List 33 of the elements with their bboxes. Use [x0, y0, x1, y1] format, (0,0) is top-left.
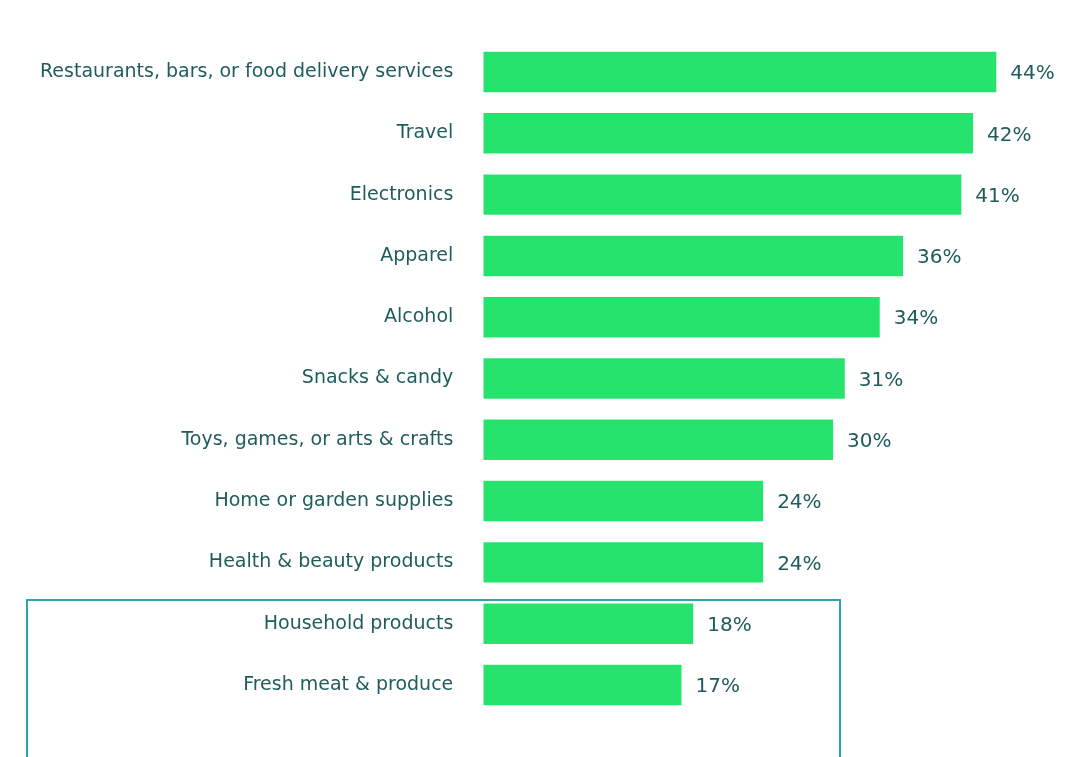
data-label: 31%: [858, 366, 904, 391]
y-tick-label: Household products: [263, 610, 454, 633]
bar: [483, 419, 834, 461]
bar: [483, 296, 880, 338]
y-tick-label: Travel: [395, 120, 454, 143]
bar: [483, 113, 974, 154]
y-tick-label: Apparel: [380, 242, 454, 265]
y-tick-label: Fresh meat & produce: [243, 671, 454, 694]
data-label: 30%: [847, 427, 892, 452]
data-label: 24%: [777, 489, 822, 514]
y-tick-label: Alcohol: [384, 304, 454, 327]
y-tick-label: Electronics: [349, 181, 454, 204]
data-label: 18%: [707, 611, 752, 636]
bar: [483, 603, 694, 644]
bar: [483, 664, 682, 706]
bar: [483, 235, 904, 277]
y-tick-label: Toys, games, or arts & crafts: [180, 426, 454, 449]
data-label: 34%: [893, 305, 939, 330]
y-tick-label: Snacks & candy: [301, 365, 454, 388]
bar: [483, 51, 997, 93]
y-tick-label: Home or garden supplies: [214, 488, 454, 511]
bar: [483, 542, 764, 583]
data-label: 41%: [975, 182, 1020, 207]
data-label: 36%: [917, 244, 962, 269]
y-tick-label: Health & beauty products: [208, 549, 454, 572]
bar: [483, 174, 962, 215]
data-label: 44%: [1010, 60, 1055, 85]
data-label: 24%: [777, 550, 822, 575]
data-label: 17%: [695, 673, 740, 698]
data-label: 42%: [987, 121, 1032, 146]
bar: [483, 480, 764, 522]
bar: [483, 358, 845, 399]
y-tick-label: Restaurants, bars, or food delivery services: [40, 58, 454, 81]
